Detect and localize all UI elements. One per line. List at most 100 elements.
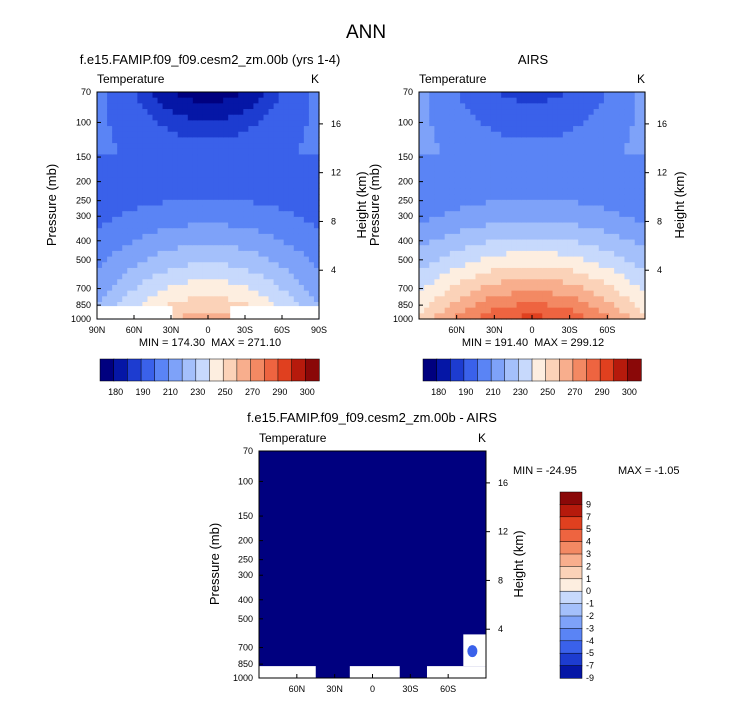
heatmap-cell — [308, 188, 315, 195]
heatmap-cell — [624, 171, 631, 178]
heatmap-cell — [127, 199, 133, 207]
x-tick-label: 60N — [448, 325, 465, 335]
heatmap-cell — [218, 103, 224, 110]
heatmap-cell — [298, 103, 305, 110]
heatmap-cell — [419, 216, 425, 224]
heatmap-cell — [177, 296, 184, 303]
heatmap-cell — [298, 154, 305, 161]
heatmap-cell — [117, 97, 123, 104]
heatmap-cell — [268, 245, 275, 252]
missing-region — [259, 666, 316, 678]
heatmap-cell — [162, 103, 169, 110]
heatmap-cell — [439, 143, 446, 150]
heatmap-cell — [308, 222, 315, 229]
heatmap-cell — [603, 109, 610, 116]
heatmap-cell — [293, 148, 300, 156]
heatmap-cell — [521, 250, 528, 258]
heatmap-cell — [429, 262, 436, 269]
heatmap-cell — [516, 199, 523, 207]
heatmap-cell — [573, 97, 579, 104]
heatmap-cell — [228, 279, 234, 286]
heatmap-cell — [202, 182, 209, 190]
heatmap-cell — [313, 279, 320, 286]
heatmap-cell — [313, 296, 320, 303]
heatmap-cell — [202, 188, 209, 195]
heatmap-cell — [202, 143, 209, 150]
heatmap-cell — [516, 92, 523, 99]
heatmap-cell — [122, 301, 128, 309]
heatmap-cell — [258, 148, 265, 156]
heatmap-cell — [619, 137, 626, 144]
heatmap-cell — [511, 245, 518, 252]
heatmap-cell — [127, 267, 133, 275]
colorbar-label: 4 — [586, 537, 591, 547]
heatmap-cell — [532, 97, 538, 104]
heatmap-cell — [107, 171, 113, 178]
heatmap-cell — [122, 216, 128, 224]
heatmap-cell — [470, 92, 477, 99]
heatmap-cell — [132, 120, 138, 127]
heatmap-cell — [112, 137, 118, 144]
heatmap-cell — [598, 194, 605, 201]
heatmap-cell — [639, 177, 646, 184]
heatmap-cell — [273, 188, 280, 195]
heatmap-cell — [313, 290, 320, 297]
heatmap-cell — [490, 233, 497, 241]
heatmap-cell — [470, 194, 477, 201]
heatmap-cell — [223, 148, 229, 156]
heatmap-cell — [506, 154, 513, 161]
heatmap-cell — [552, 143, 559, 150]
heatmap-cell — [167, 284, 174, 292]
colorbar-label: -2 — [586, 611, 594, 621]
heatmap-cell — [444, 307, 451, 314]
heatmap-cell — [454, 182, 461, 190]
heatmap-cell — [268, 233, 275, 241]
heatmap-cell — [439, 109, 446, 116]
heatmap-cell — [578, 131, 584, 138]
heatmap-cell — [122, 92, 128, 99]
heatmap-cell — [609, 120, 615, 127]
heatmap-cell — [263, 177, 270, 184]
heatmap-cell — [460, 114, 466, 121]
colorbar-swatch — [490, 358, 506, 382]
heatmap-cell — [308, 262, 315, 269]
heatmap-cell — [152, 143, 159, 150]
heatmap-cell — [132, 239, 138, 246]
heatmap-cell — [228, 92, 234, 99]
heatmap-cell — [288, 182, 295, 190]
heatmap-cell — [137, 222, 144, 229]
heatmap-cell — [233, 233, 239, 241]
heatmap-cell — [202, 103, 209, 110]
heatmap-cell — [465, 239, 471, 246]
heatmap-cell — [511, 126, 518, 133]
heatmap-cell — [501, 137, 507, 144]
heatmap-cell — [182, 273, 189, 280]
heatmap-cell — [288, 239, 295, 246]
heatmap-cell — [552, 279, 559, 286]
heatmap-cell — [444, 97, 451, 104]
heatmap-cell — [480, 160, 487, 167]
heatmap-cell — [439, 256, 446, 263]
heatmap-cell — [470, 137, 477, 144]
heatmap-cell — [233, 273, 239, 280]
heatmap-cell — [598, 103, 605, 110]
heatmap-cell — [223, 313, 229, 320]
heatmap-cell — [578, 262, 584, 269]
heatmap-cell — [258, 103, 265, 110]
heatmap-cell — [162, 296, 169, 303]
heatmap-cell — [609, 222, 615, 229]
heatmap-cell — [97, 205, 103, 212]
heatmap-cell — [593, 250, 600, 258]
heatmap-cell — [593, 245, 600, 252]
heatmap-cell — [253, 188, 260, 195]
heatmap-cell — [218, 165, 224, 173]
heatmap-cell — [573, 103, 579, 110]
heatmap-cell — [598, 199, 605, 207]
heatmap-cell — [192, 148, 199, 156]
heatmap-cell — [172, 262, 179, 269]
y-tick-label: 70 — [243, 446, 253, 456]
heatmap-cell — [562, 233, 569, 241]
heatmap-cell — [157, 228, 164, 235]
heatmap-cell — [288, 154, 295, 161]
heatmap-cell — [480, 301, 487, 309]
